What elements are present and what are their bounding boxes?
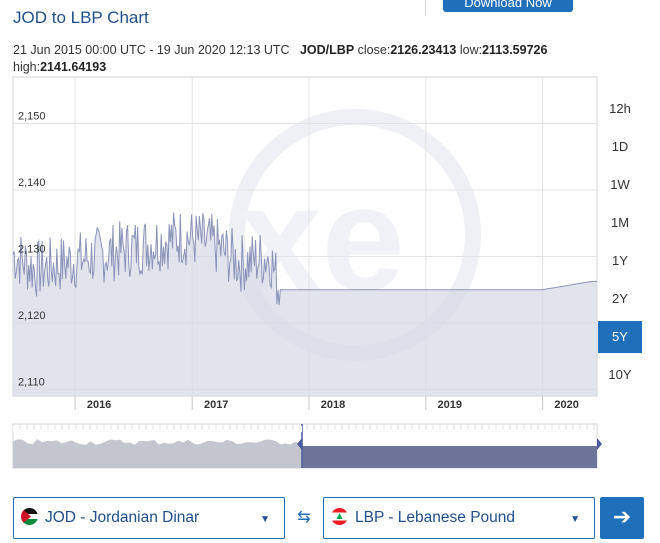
navigator-selection	[302, 446, 597, 468]
navigator-handle-arrow	[297, 438, 302, 450]
range-button-12h[interactable]: 12h	[598, 93, 642, 125]
x-tick-label: 2020	[554, 399, 578, 411]
range-button-10y[interactable]: 10Y	[598, 359, 642, 391]
chart-plot	[12, 212, 597, 396]
header-divider	[425, 0, 426, 16]
caret-down-icon: ▼	[570, 514, 580, 525]
swap-arrows-icon[interactable]: ⇆	[297, 509, 311, 526]
x-tick-label: 2016	[87, 399, 111, 411]
from-currency-select[interactable]: JOD - Jordanian Dinar ▼	[13, 497, 285, 539]
x-axis: 2016 2017 2018 2019 2020	[74, 396, 579, 411]
range-button-2y[interactable]: 2Y	[598, 283, 642, 315]
high-value: 2141.64193	[40, 60, 107, 74]
range-button-1w[interactable]: 1W	[598, 169, 642, 201]
page-title: JOD to LBP Chart	[13, 8, 149, 27]
close-value: 2126.23413	[390, 43, 457, 57]
series-area	[13, 212, 597, 396]
to-currency-select[interactable]: LBP - Lebanese Pound ▼	[323, 497, 595, 539]
series-line	[12, 212, 597, 305]
y-tick-label: 2,130	[18, 243, 46, 255]
pair-label: JOD/LBP	[299, 43, 355, 57]
y-tick-label: 2,110	[18, 376, 45, 388]
range-button-1y[interactable]: 1Y	[598, 245, 642, 277]
x-tick-label: 2017	[204, 399, 228, 411]
navigator-handle-arrow	[597, 438, 602, 450]
navigator[interactable]	[12, 423, 602, 469]
y-tick-label: 2,140	[18, 177, 46, 189]
range-button-5y[interactable]: 5Y	[598, 321, 642, 353]
y-tick-label: 2,150	[18, 111, 46, 123]
low-value: 2113.59726	[482, 43, 548, 57]
close-label: close:	[357, 43, 391, 57]
y-axis: 2,110 2,120 2,130 2,140 2,150	[18, 111, 46, 389]
x-tick-label: 2018	[321, 399, 345, 411]
caret-down-icon: ▼	[260, 514, 270, 525]
from-currency-label: JOD - Jordanian Dinar	[45, 509, 200, 526]
download-button[interactable]: Download Now	[443, 0, 573, 12]
x-tick-label: 2019	[438, 399, 462, 411]
range-button-1m[interactable]: 1M	[598, 207, 642, 239]
date-range-text: 21 Jun 2015 00:00 UTC - 19 Jun 2020 12:1…	[13, 43, 290, 57]
jordan-flag-icon	[21, 508, 38, 525]
chart-meta: 21 Jun 2015 00:00 UTC - 19 Jun 2020 12:1…	[13, 42, 613, 76]
high-label: high:	[13, 60, 41, 74]
low-label: low:	[459, 43, 483, 57]
lebanon-flag-icon	[331, 508, 348, 525]
navigator-ticks-band	[13, 426, 302, 432]
range-button-1d[interactable]: 1D	[598, 131, 642, 163]
y-tick-label: 2,120	[18, 310, 46, 322]
arrow-right-icon[interactable]: ➔	[600, 497, 644, 539]
to-currency-label: LBP - Lebanese Pound	[355, 509, 516, 526]
